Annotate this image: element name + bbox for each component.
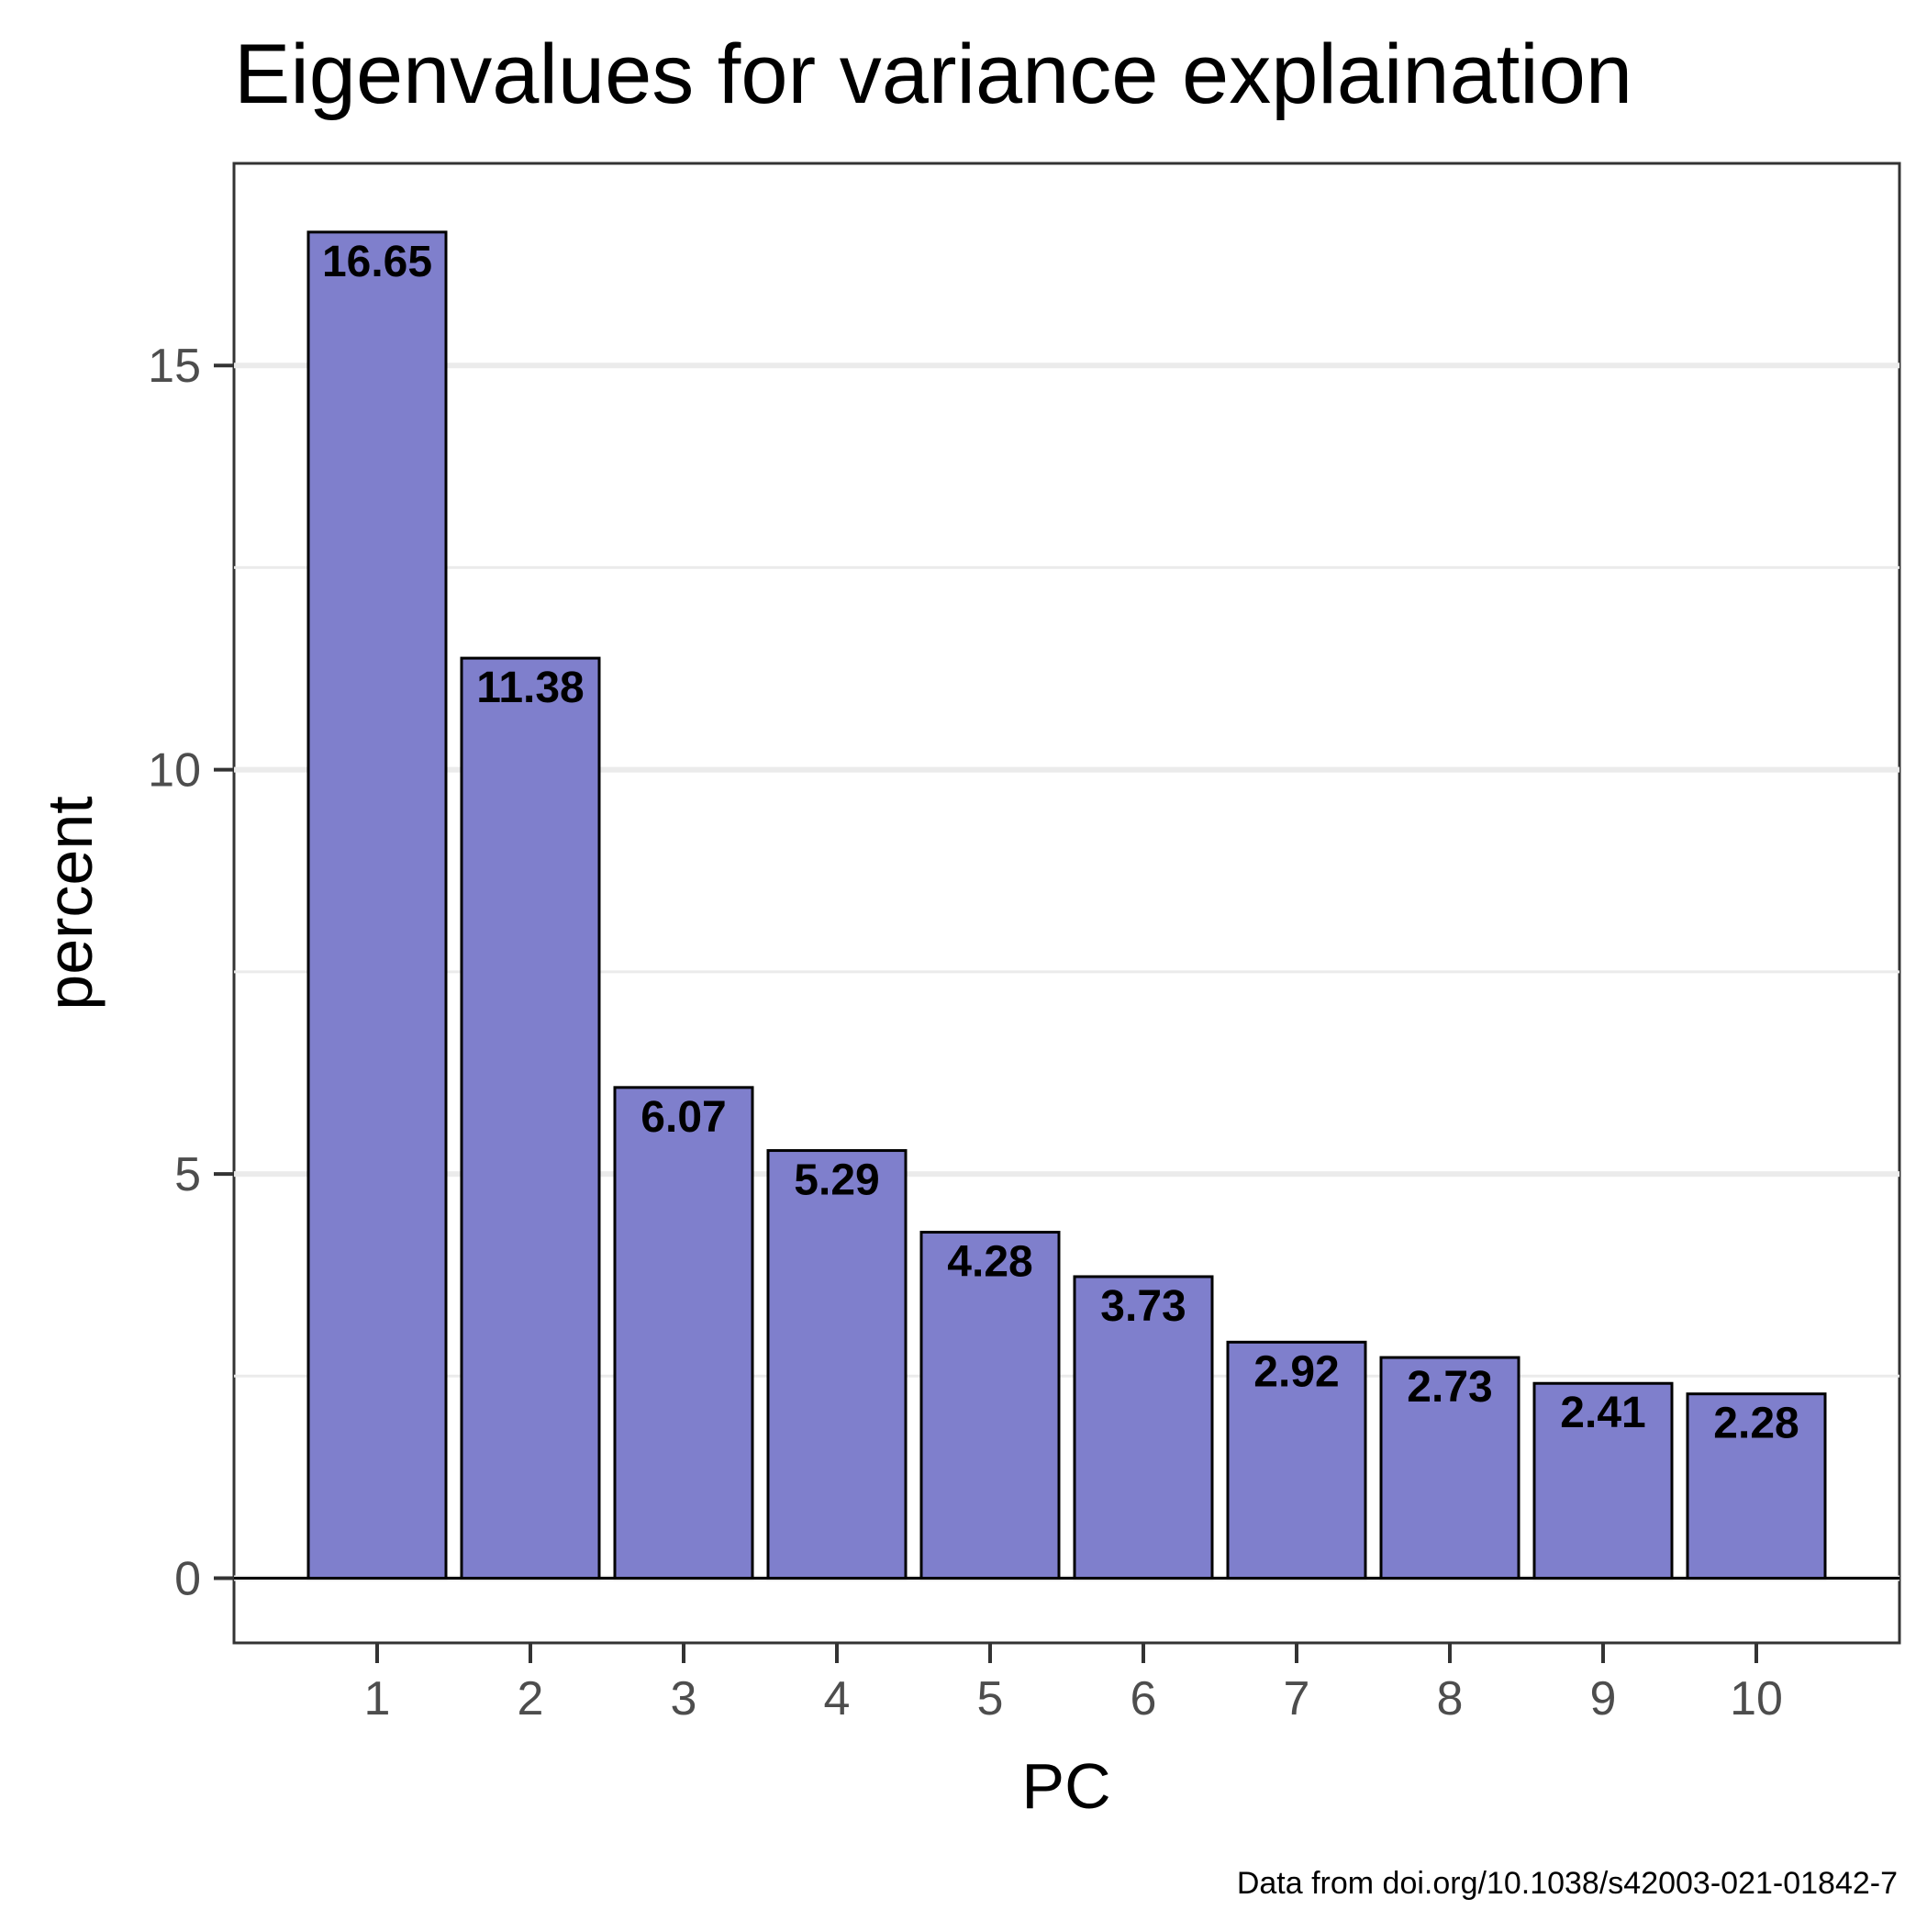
- x-tick-label: 6: [1131, 1672, 1157, 1725]
- bar-value-label: 2.41: [1560, 1389, 1645, 1437]
- bar: [766, 1149, 908, 1580]
- x-axis: 1 2 3 4 5 6 7 8 9 10: [364, 1643, 1783, 1725]
- y-tick-label: 5: [174, 1148, 201, 1201]
- x-tick-label: 2: [518, 1672, 544, 1725]
- bar: [306, 230, 448, 1580]
- bar-value-label: 5.29: [794, 1156, 879, 1205]
- y-tick-label: 10: [148, 744, 201, 798]
- y-tick-label: 15: [148, 340, 201, 393]
- chart-title: Eigenvalues for variance explaination: [234, 28, 1632, 121]
- caption: Data from doi.org/10.1038/s42003-021-018…: [1237, 1866, 1898, 1901]
- bar-value-label: 2.92: [1253, 1347, 1339, 1396]
- bar: [613, 1086, 754, 1580]
- bar-value-label: 11.38: [476, 664, 584, 712]
- bar: [1226, 1340, 1367, 1580]
- bar: [919, 1231, 1061, 1580]
- x-tick-label: 4: [824, 1672, 851, 1725]
- x-tick-label: 10: [1730, 1672, 1783, 1725]
- bar-value-label: 6.07: [640, 1093, 726, 1142]
- bar: [1073, 1275, 1214, 1580]
- bar: [1379, 1356, 1520, 1580]
- y-tick-label: 0: [174, 1553, 201, 1606]
- bar-value-label: 3.73: [1100, 1282, 1186, 1331]
- bar: [460, 656, 601, 1580]
- bar-value-labels: 16.65 11.38 6.07 5.29 4.28 3.73 2.92 2.73 2.41 2.…: [322, 238, 1799, 1448]
- x-tick-label: 3: [671, 1672, 697, 1725]
- x-tick-label: 1: [364, 1672, 391, 1725]
- x-axis-title: PC: [1021, 1750, 1110, 1822]
- x-tick-label: 9: [1590, 1672, 1617, 1725]
- bars: [306, 230, 1827, 1580]
- y-axis-title: percent: [34, 796, 106, 1010]
- bar-value-label: 2.28: [1713, 1400, 1799, 1448]
- x-tick-label: 8: [1437, 1672, 1464, 1725]
- x-tick-label: 5: [977, 1672, 1004, 1725]
- bar: [1532, 1381, 1674, 1580]
- x-tick-label: 7: [1284, 1672, 1310, 1725]
- panel-border: [232, 162, 1901, 1645]
- bar: [1686, 1392, 1827, 1580]
- y-axis: 0 5 10 15: [148, 340, 234, 1606]
- bar-value-label: 2.73: [1407, 1363, 1492, 1412]
- bar-value-label: 16.65: [322, 238, 432, 286]
- bar-value-label: 4.28: [947, 1238, 1032, 1287]
